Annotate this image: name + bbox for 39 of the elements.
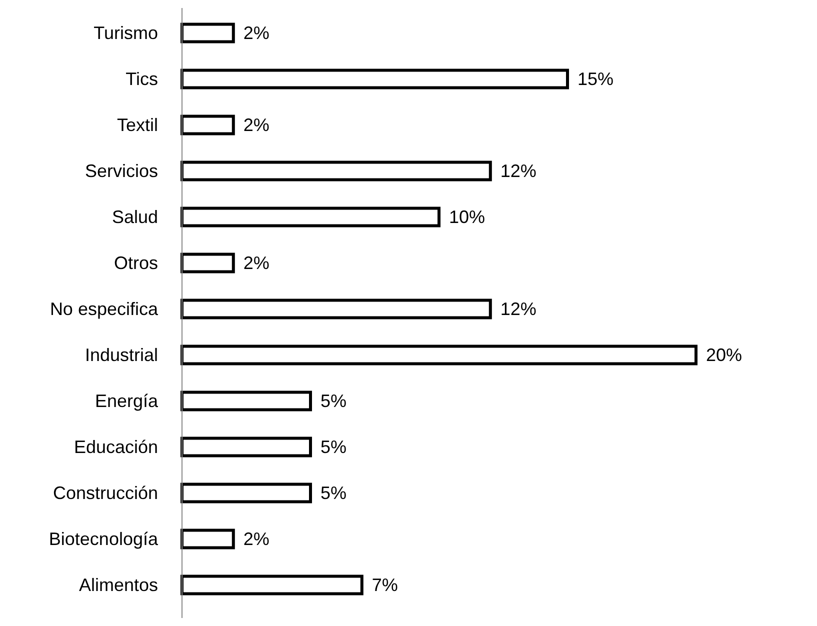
bar: [180, 252, 235, 274]
y-tick-label: Turismo: [94, 23, 158, 43]
bar: [180, 22, 235, 44]
y-tick-label: Industrial: [84, 345, 158, 365]
data-label: 12%: [500, 161, 536, 181]
data-label: 12%: [500, 299, 536, 319]
y-tick-label: Construcción: [52, 483, 158, 503]
bar: [180, 390, 312, 412]
bar: [180, 436, 312, 458]
y-tick-label: Energía: [94, 391, 159, 411]
data-label: 2%: [243, 23, 270, 43]
y-tick-label: Otros: [114, 253, 158, 273]
bar: [180, 160, 492, 182]
data-label: 7%: [372, 575, 398, 595]
data-label: 20%: [706, 345, 742, 365]
bar: [180, 528, 235, 550]
bar: [180, 344, 698, 366]
bar: [180, 114, 235, 136]
data-label: 15%: [578, 69, 614, 89]
data-label: 5%: [320, 391, 347, 411]
bar: [180, 68, 569, 90]
data-label: 2%: [243, 115, 270, 135]
bar: [180, 574, 364, 596]
bar: [180, 298, 492, 320]
y-tick-label: Alimentos: [78, 575, 158, 595]
data-label: 2%: [243, 529, 270, 549]
bar: [180, 206, 440, 228]
y-tick-label: Textil: [116, 115, 158, 135]
y-tick-label: Educación: [74, 437, 158, 457]
data-label: 5%: [320, 483, 347, 503]
bar: [180, 482, 312, 504]
y-tick-label: No especifica: [50, 299, 159, 319]
y-tick-label: Servicios: [84, 161, 158, 181]
data-label: 2%: [243, 253, 270, 273]
data-label: 10%: [449, 207, 486, 227]
data-label: 5%: [320, 437, 347, 457]
y-tick-label: Salud: [112, 207, 158, 227]
y-tick-label: Biotecnología: [48, 529, 159, 549]
y-tick-label: Tics: [126, 69, 158, 89]
